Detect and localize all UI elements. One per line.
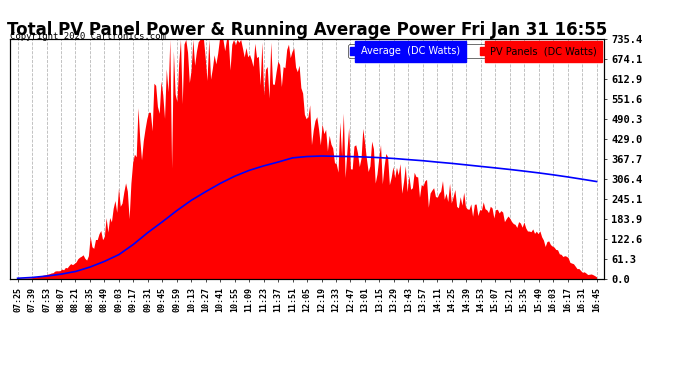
Title: Total PV Panel Power & Running Average Power Fri Jan 31 16:55: Total PV Panel Power & Running Average P… — [7, 21, 607, 39]
Legend: Average  (DC Watts), PV Panels  (DC Watts): Average (DC Watts), PV Panels (DC Watts) — [348, 44, 599, 58]
Text: Copyright 2020 Cartronics.com: Copyright 2020 Cartronics.com — [10, 32, 166, 41]
